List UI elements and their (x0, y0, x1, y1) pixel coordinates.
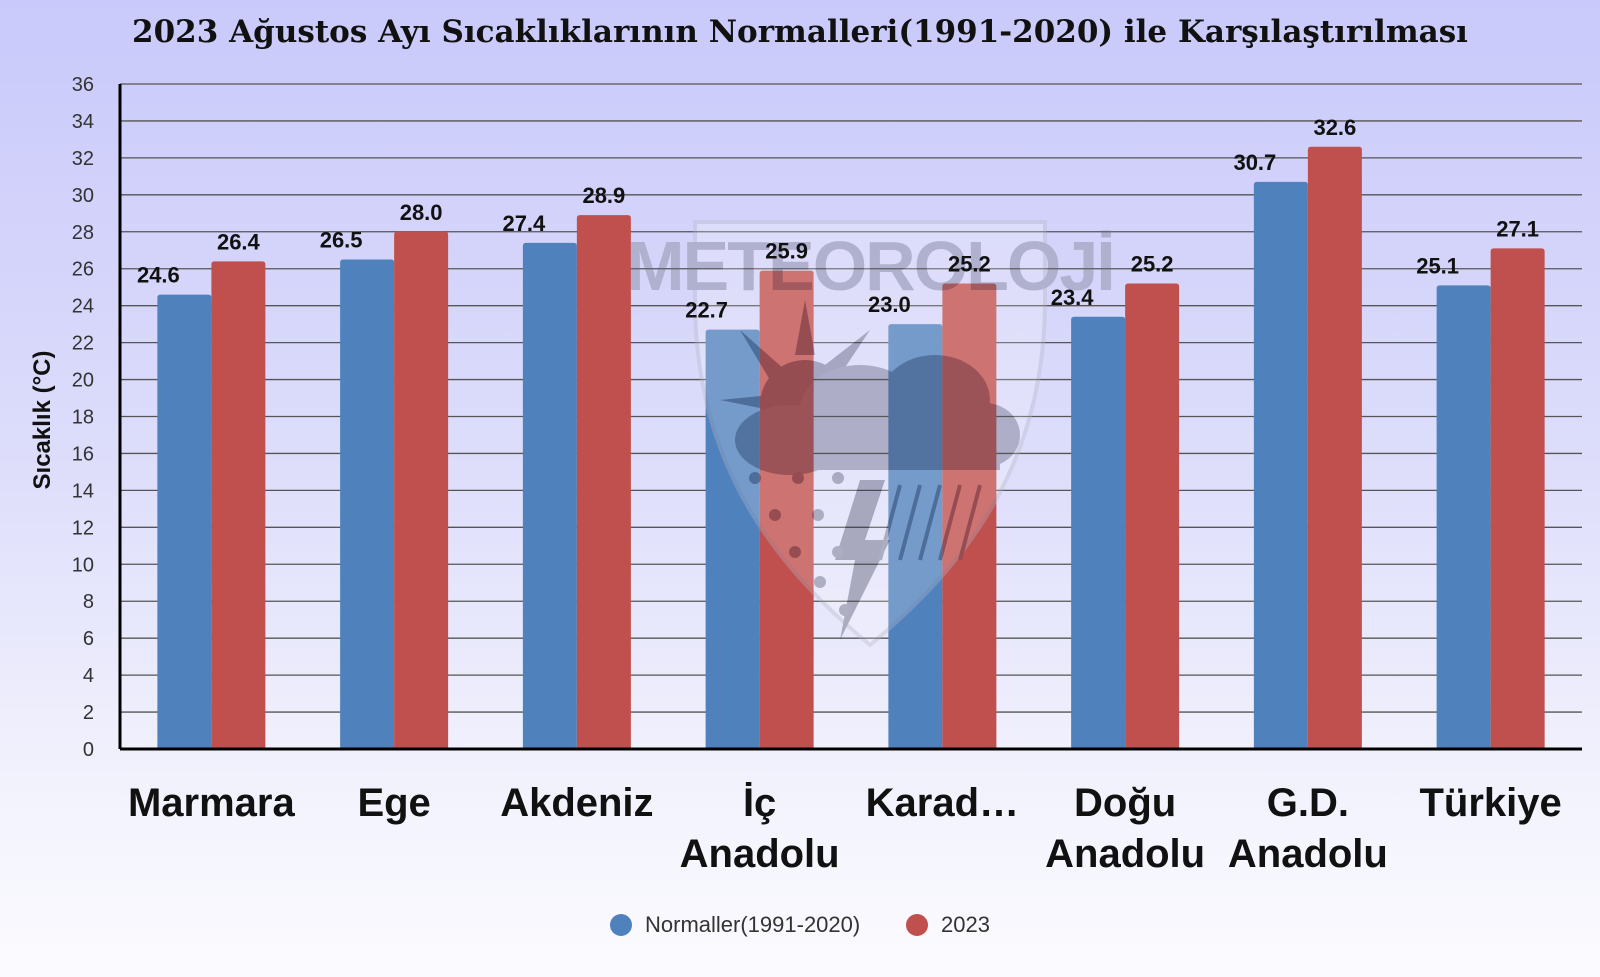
x-category-label: G.D. (1267, 781, 1349, 825)
x-category-label: Anadolu (1228, 832, 1388, 876)
bar-y2023 (1125, 283, 1180, 749)
hail-icon (749, 472, 851, 616)
x-category-label: Türkiye (1419, 781, 1561, 825)
y-tick-label: 4 (83, 665, 94, 687)
y-tick-label: 14 (72, 480, 94, 502)
legend-label: Normaller(1991-2020) (645, 912, 860, 937)
data-label: 25.9 (765, 239, 808, 264)
y-tick-label: 32 (72, 148, 94, 170)
data-label: 23.0 (868, 292, 911, 317)
cloud-icon (735, 355, 1020, 475)
watermark-text: METEOROLOJİ (626, 227, 1113, 305)
y-tick-label: 20 (72, 370, 94, 392)
y-tick-label: 12 (72, 517, 94, 539)
data-label: 25.1 (1416, 253, 1459, 278)
x-category-label: Ege (357, 781, 430, 825)
bar-y2023 (1490, 248, 1545, 749)
legend-marker (610, 914, 632, 936)
y-tick-label: 0 (83, 739, 94, 761)
x-category-label: Anadolu (680, 832, 840, 876)
y-tick-label: 6 (83, 628, 94, 650)
x-category-label: Anadolu (1045, 832, 1205, 876)
data-label: 27.4 (502, 211, 546, 236)
y-tick-label: 8 (83, 591, 94, 613)
bar-y2023 (942, 283, 997, 749)
chart-title: 2023 Ağustos Ayı Sıcaklıklarının Normall… (132, 14, 1468, 50)
y-tick-label: 16 (72, 443, 94, 465)
data-label: 28.9 (582, 183, 625, 208)
bar-y2023 (394, 231, 449, 749)
y-tick-label: 24 (72, 296, 94, 318)
shield-shape (693, 220, 1047, 648)
x-category-label: Karad… (866, 781, 1019, 825)
lightning-icon (835, 480, 890, 640)
x-category-label: Akdeniz (500, 781, 653, 825)
y-tick-label: 26 (72, 259, 94, 281)
bar-normal (157, 294, 212, 749)
bar-y2023 (211, 261, 266, 749)
bar-normal (888, 324, 943, 749)
data-label: 25.2 (1131, 252, 1174, 277)
x-category-label: İç (743, 781, 776, 825)
legend: Normaller(1991-2020) 2023 (610, 912, 990, 937)
y-tick-label: 22 (72, 333, 94, 355)
bar-y2023 (1307, 146, 1362, 750)
y-tick-label: 36 (72, 74, 94, 96)
bar-normal (705, 329, 760, 749)
y-tick-label: 30 (72, 185, 94, 207)
bar-y2023 (759, 270, 814, 749)
y-tick-label: 34 (72, 111, 94, 133)
bar-normal (340, 259, 395, 749)
data-label: 24.6 (137, 263, 180, 288)
legend-label: 2023 (941, 912, 990, 937)
data-label: 22.7 (685, 298, 728, 323)
data-labels: 24.6 26.4 26.5 28.0 27.4 28.9 22.7 25.9 23.0 25.2… (137, 115, 1539, 323)
data-label: 30.7 (1233, 150, 1276, 175)
y-tick-label: 10 (72, 554, 94, 576)
data-label: 26.5 (320, 227, 363, 252)
bars (157, 146, 1545, 750)
bar-normal (522, 242, 577, 749)
data-label: 26.4 (217, 229, 261, 254)
x-category-label: Doğu (1074, 781, 1176, 825)
y-axis-label: Sıcaklık (°C) (29, 351, 56, 490)
data-label: 27.1 (1496, 216, 1539, 241)
bar-normal (1253, 181, 1308, 749)
bar-y2023 (576, 215, 631, 749)
data-label: 32.6 (1313, 115, 1356, 140)
y-tick-label: 18 (72, 407, 94, 429)
y-tick-label: 28 (72, 222, 94, 244)
y-tick-label: 2 (83, 702, 94, 724)
rain-icon (878, 484, 982, 561)
data-label: 23.4 (1051, 285, 1095, 310)
x-axis-categories: Marmara Ege Akdeniz İç Anadolu Karad… Doğu Anad… (128, 781, 1562, 876)
x-category-label: Marmara (128, 781, 296, 825)
data-label: 25.2 (948, 252, 991, 277)
data-label: 28.0 (400, 200, 443, 225)
sun-icon (720, 300, 870, 450)
bar-normal (1071, 316, 1126, 749)
legend-marker (906, 914, 928, 936)
bar-normal (1436, 285, 1491, 749)
meteoroloji-watermark-logo: METEOROLOJİ (626, 220, 1116, 648)
